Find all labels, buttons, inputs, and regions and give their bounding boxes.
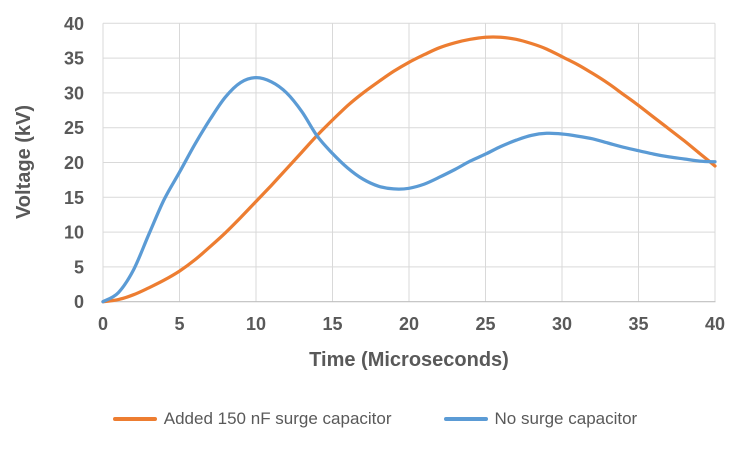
legend-label: No surge capacitor bbox=[494, 409, 638, 428]
legend-swatch-added-capacitor bbox=[112, 417, 157, 421]
y-tick-label: 40 bbox=[64, 14, 84, 34]
y-axis-title: Voltage (kV) bbox=[13, 105, 35, 219]
y-tick-label: 20 bbox=[64, 153, 84, 173]
y-tick-label: 30 bbox=[64, 83, 84, 103]
x-tick-label: 40 bbox=[705, 314, 725, 334]
series-line-no-surge-capacitor bbox=[101, 75, 717, 304]
x-tick-label: 35 bbox=[628, 314, 648, 334]
x-axis-title: Time (Microseconds) bbox=[309, 349, 509, 371]
x-tick-label: 20 bbox=[399, 314, 419, 334]
y-tick-label: 35 bbox=[64, 49, 84, 69]
legend-item: Added 150 nF surge capacitor bbox=[112, 409, 392, 429]
x-tick-label: 15 bbox=[322, 314, 342, 334]
legend-item: No surge capacitor bbox=[443, 409, 638, 429]
x-tick-label: 25 bbox=[475, 314, 495, 334]
x-tick-label: 0 bbox=[98, 314, 108, 334]
legend-label: Added 150 nF surge capacitor bbox=[163, 409, 392, 428]
legend: Added 150 nF surge capacitor No surge ca… bbox=[0, 406, 750, 432]
series-line-added-150-nf-surge-capacitor bbox=[101, 35, 717, 304]
x-tick-label: 10 bbox=[246, 314, 266, 334]
y-tick-label: 15 bbox=[64, 188, 84, 208]
legend-swatch-no-capacitor bbox=[443, 417, 488, 421]
x-tick-label: 30 bbox=[552, 314, 572, 334]
x-tick-label: 5 bbox=[174, 314, 184, 334]
y-tick-label: 10 bbox=[64, 223, 84, 243]
plot-area: Voltage (kV) Time (Microseconds) 0 5 10 15 2… bbox=[13, 14, 725, 371]
y-tick-label: 5 bbox=[74, 257, 84, 277]
y-tick-label: 0 bbox=[74, 292, 84, 312]
y-tick-label: 25 bbox=[64, 118, 84, 138]
